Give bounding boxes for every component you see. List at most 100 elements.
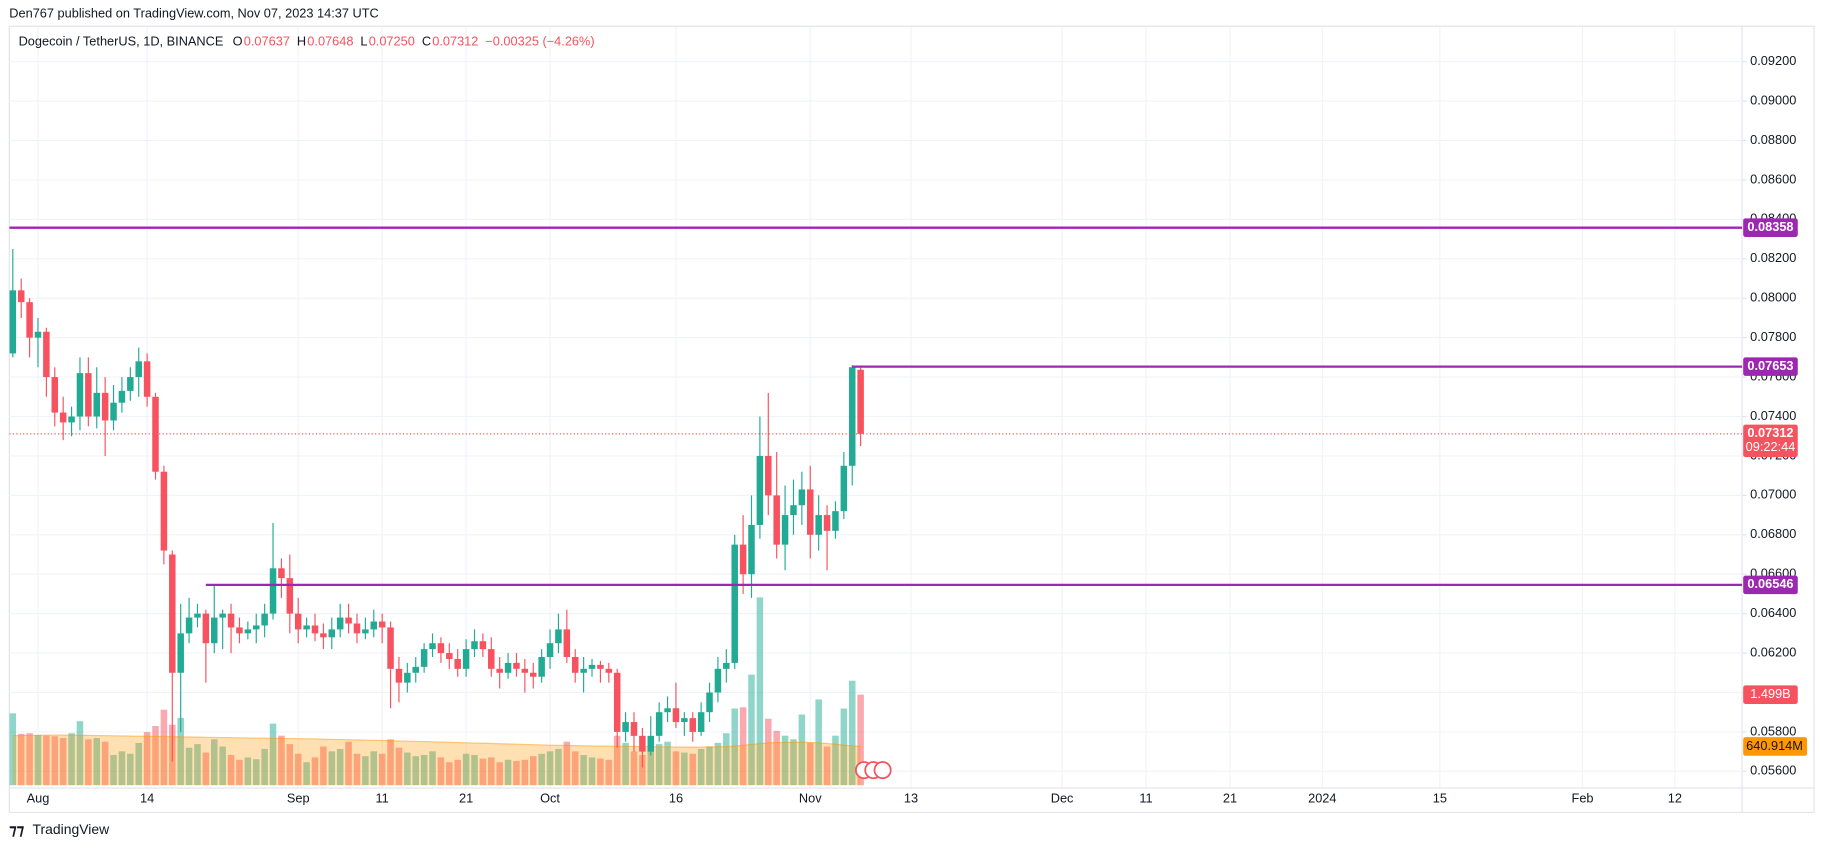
volume-bar (840, 708, 848, 786)
candle-body (152, 396, 159, 472)
volume-bar (773, 730, 780, 786)
candle-body (832, 511, 839, 531)
candle-body (378, 621, 386, 628)
candle-body (269, 568, 277, 614)
candle-body (395, 668, 403, 683)
candle-body (807, 489, 814, 535)
volume-bar (378, 753, 386, 786)
candle-body (639, 735, 646, 752)
volume-bar (731, 708, 738, 786)
level-label: 0.08358 (1747, 219, 1793, 234)
volume-bar (446, 762, 453, 786)
countdown: 09:22:44 (1746, 439, 1796, 454)
candle-body (530, 672, 537, 677)
candle-body (85, 373, 92, 417)
volume-bar (588, 757, 596, 786)
volume-bar (613, 735, 621, 786)
candle-body (261, 613, 268, 626)
candle-body (798, 489, 806, 506)
price-pane (9, 226, 1743, 768)
volume-bar (781, 735, 789, 786)
volume-bar (622, 742, 629, 786)
volume-bar (152, 725, 159, 786)
y-tick-label: 0.07400 (1750, 408, 1796, 423)
volume-bar (571, 751, 579, 786)
volume-bar (211, 739, 218, 786)
volume-bar (286, 744, 294, 786)
candle-body (731, 544, 738, 663)
volume-bar (244, 757, 252, 786)
candle-body (160, 471, 168, 551)
volume-bar (479, 758, 487, 786)
volume-bar (823, 746, 831, 786)
volume-bar (269, 723, 277, 786)
volume-bar (630, 751, 638, 786)
candle-body (588, 664, 596, 669)
volume-label-bg (1743, 685, 1798, 704)
candle-body (714, 668, 722, 693)
volume-bar (353, 753, 361, 786)
candle-body (26, 302, 33, 338)
volume-bar (387, 739, 394, 786)
legend-key: C (422, 33, 431, 48)
volume-bar (815, 699, 822, 786)
volume-bar (530, 756, 537, 786)
candle-body (664, 708, 671, 713)
y-tick-label: 0.06400 (1750, 605, 1796, 620)
volume-bar (807, 742, 814, 786)
candle-body (336, 617, 344, 630)
volume-bar (739, 707, 747, 786)
x-tick-label: 21 (1223, 790, 1237, 805)
candle-body (647, 735, 655, 752)
x-tick-label: Dec (1051, 790, 1074, 805)
y-tick-label: 0.08800 (1750, 132, 1796, 147)
candle-body (353, 623, 361, 634)
volume-bar (857, 694, 864, 786)
candle-body (840, 465, 848, 512)
volume-bar (748, 674, 755, 786)
volume-bar (101, 741, 109, 786)
volume-bar (278, 735, 285, 786)
volume-bar (143, 732, 151, 786)
candle-body (294, 613, 302, 630)
volume-bar (328, 751, 336, 786)
x-tick-label: 15 (1433, 790, 1447, 805)
candle-body (362, 629, 369, 634)
volume-bar (471, 754, 478, 786)
candle-body (613, 672, 621, 732)
y-tick-label: 0.09200 (1750, 53, 1796, 68)
candle-body (781, 515, 789, 545)
candle-body (697, 712, 705, 732)
x-tick-label: 16 (669, 790, 683, 805)
volume-bar (723, 733, 730, 786)
candle-body (538, 657, 545, 677)
volume-bar (580, 754, 587, 786)
candle-body (303, 625, 310, 630)
legend-key: H (297, 33, 306, 48)
volume-bar (202, 752, 210, 786)
candle-body (345, 617, 352, 624)
candle-body (756, 455, 764, 525)
volume-bar (303, 762, 310, 786)
candle-body (211, 617, 218, 644)
x-tick-label: Sep (287, 790, 310, 805)
legend-key: O (233, 33, 243, 48)
volume-bar (252, 759, 260, 786)
y-tick-label: 0.09000 (1750, 92, 1796, 107)
candle-body (34, 331, 42, 338)
candle-body (488, 649, 495, 669)
candle-body (118, 390, 126, 403)
legend-change: −0.00325 (−4.26%) (485, 33, 594, 48)
candle-body (76, 373, 84, 417)
volume-bar (227, 754, 235, 786)
candle-body (185, 617, 193, 634)
candle-body (135, 361, 142, 378)
candle-body (748, 524, 755, 575)
y-tick-label: 0.06200 (1750, 644, 1796, 659)
candle-body (219, 613, 226, 618)
candle-body (555, 629, 562, 644)
x-tick-label: 2024 (1308, 790, 1336, 805)
volume-bar (639, 754, 646, 786)
